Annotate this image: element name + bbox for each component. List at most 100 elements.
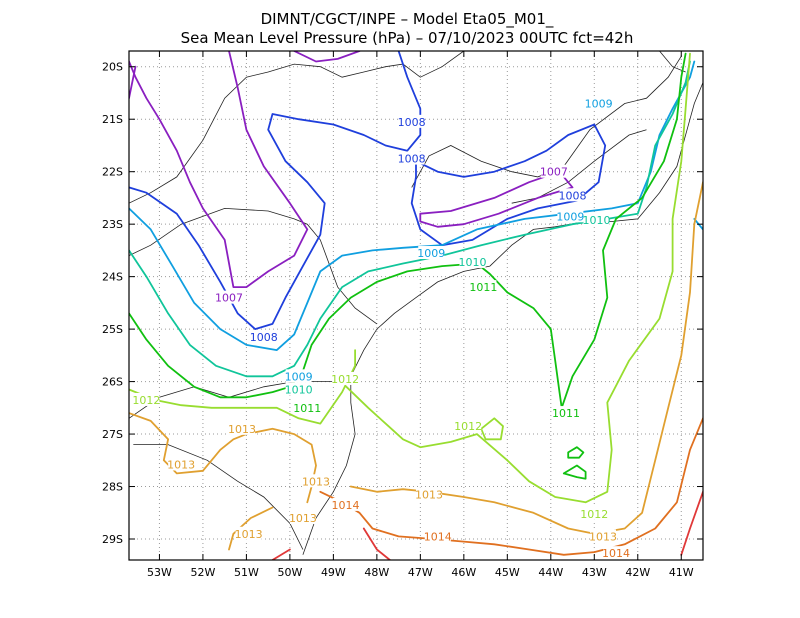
contour-label-bg-11: [250, 329, 277, 343]
x-tick-label-0: 53W: [147, 566, 172, 579]
isobar-1012-14: [480, 417, 504, 441]
geo-boundary-7: [659, 51, 686, 73]
y-tick-label-4: 24S: [102, 271, 123, 284]
y-tick-label-2: 22S: [102, 166, 123, 179]
x-tick-label-9: 44W: [538, 566, 563, 579]
contour-label-16: 1012: [132, 394, 160, 407]
geography-layer: [129, 51, 703, 555]
contour-label-bg-17: [229, 421, 256, 435]
isobar-1009-6: [129, 60, 696, 351]
contour-label-22: 1014: [332, 499, 360, 512]
contour-label-10: 1007: [215, 292, 243, 305]
geo-boundary-1: [129, 207, 378, 325]
x-tick-label-12: 41W: [669, 566, 694, 579]
x-tick-label-1: 52W: [190, 566, 215, 579]
x-tick-label-5: 48W: [364, 566, 389, 579]
contour-label-15: 1012: [331, 373, 359, 386]
geo-boundary-0: [129, 51, 465, 204]
y-tick-label-9: 29S: [102, 533, 123, 546]
contour-label-bg-14: [294, 400, 321, 414]
isobar-1008-4: [129, 51, 422, 330]
contour-label-bg-12: [285, 369, 312, 383]
x-tick-label-3: 50W: [277, 566, 302, 579]
contour-label-bg-28: [589, 529, 616, 543]
isobar-1011-9: [129, 52, 687, 409]
contour-label-8: 1010: [459, 256, 487, 269]
contour-label-23: 1013: [289, 512, 317, 525]
contour-label-28: 1013: [589, 530, 617, 543]
x-tick-label-2: 51W: [234, 566, 259, 579]
plot-frame: [128, 50, 704, 561]
isobar-1007-2: [129, 51, 309, 288]
x-tick-label-11: 42W: [625, 566, 650, 579]
contour-label-1: 1008: [398, 153, 426, 166]
contour-label-7: 1009: [417, 247, 445, 260]
isobar-1011-10: [567, 446, 585, 459]
contour-label-9: 1011: [469, 281, 497, 294]
contour-label-bg-6: [583, 212, 610, 226]
contour-label-bg-18: [168, 457, 195, 471]
isobar-1007-0: [129, 65, 137, 100]
contour-label-bg-3: [540, 164, 567, 178]
geo-boundary-3: [133, 444, 304, 550]
contour-label-21: 1013: [302, 475, 330, 488]
isobar-1010-8: [129, 60, 691, 378]
y-tick-label-8: 28S: [102, 481, 123, 494]
isobar-1007-3: [419, 170, 574, 228]
contour-label-bg-19: [455, 419, 482, 433]
y-tick-label-3: 23S: [102, 218, 123, 231]
contour-label-27: 1012: [580, 508, 608, 521]
contour-label-bg-29: [603, 546, 630, 560]
contour-label-bg-9: [470, 280, 497, 294]
isobar-1011-11: [562, 464, 587, 480]
contour-label-11: 1008: [250, 331, 278, 344]
isobar-1015-19: [362, 527, 391, 560]
contour-label-20: 1011: [552, 407, 580, 420]
contour-label-layer: 1008100810091007100810091010100910101011…: [132, 96, 630, 560]
y-tick-label-5: 25S: [102, 323, 123, 336]
contour-label-bg-25: [416, 487, 443, 501]
contour-label-4: 1008: [559, 189, 587, 202]
contour-label-bg-23: [289, 511, 316, 525]
contour-label-bg-5: [557, 209, 584, 223]
contour-label-3: 1007: [540, 166, 568, 179]
contour-label-6: 1010: [582, 214, 610, 227]
contour-label-bg-27: [581, 506, 608, 520]
contour-label-bg-16: [133, 392, 160, 406]
isobar-layer: [129, 51, 703, 560]
y-tick-label-0: 20S: [102, 61, 123, 74]
contour-label-18: 1013: [167, 458, 195, 471]
axis-layer: 53W 52W 51W 50W 49W 48W 47W 46W 45W 44W 43W 42W 41W 2…: [102, 51, 703, 579]
contour-label-bg-8: [459, 254, 486, 268]
isobar-1012-13: [345, 52, 691, 504]
contour-label-bg-7: [418, 246, 445, 260]
contour-label-bg-2: [585, 96, 612, 110]
x-tick-label-4: 49W: [321, 566, 346, 579]
contour-label-bg-10: [216, 290, 243, 304]
contour-label-19: 1012: [454, 420, 482, 433]
contour-label-17: 1013: [228, 423, 256, 436]
geo-boundary-2: [129, 381, 351, 419]
contour-label-5: 1009: [556, 210, 584, 223]
x-tick-label-6: 47W: [408, 566, 433, 579]
isobar-1013-16: [228, 506, 274, 551]
contour-label-bg-0: [398, 114, 425, 128]
y-tick-label-1: 21S: [102, 113, 123, 126]
y-tick-label-6: 26S: [102, 376, 123, 389]
chart-title-line1: DIMNT/CGCT/INPE – Model Eta05_M01_: [261, 10, 554, 29]
contour-label-14: 1011: [293, 402, 321, 415]
isobar-1015-21: [271, 548, 291, 560]
x-tick-label-10: 43W: [582, 566, 607, 579]
contour-label-bg-22: [332, 497, 359, 511]
x-tick-label-8: 45W: [495, 566, 520, 579]
contour-label-bg-26: [424, 529, 451, 543]
contour-label-bg-15: [332, 371, 359, 385]
contour-label-bg-13: [285, 382, 312, 396]
y-tick-label-7: 27S: [102, 428, 123, 441]
contour-label-bg-1: [398, 151, 425, 165]
contour-label-0: 1008: [398, 116, 426, 129]
contour-label-25: 1013: [415, 488, 443, 501]
isobar-1008-5: [410, 123, 607, 247]
isobar-1007-1: [293, 51, 361, 63]
